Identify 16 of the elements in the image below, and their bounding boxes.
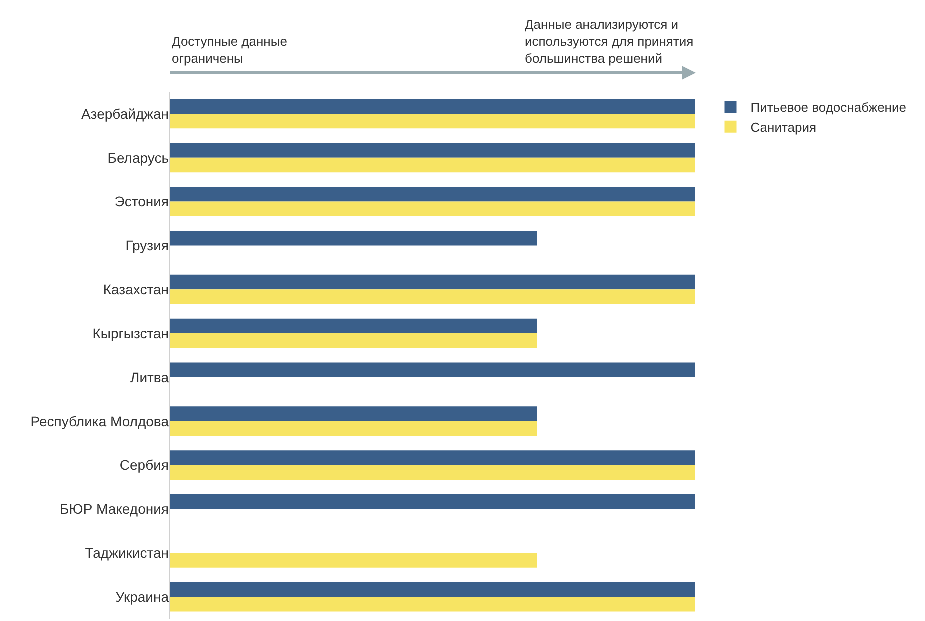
y-tick-label: Республика Молдова [30,413,170,430]
legend-label: Санитария [750,120,817,135]
y-tick-label: Азербайджан [81,106,169,122]
y-tick-label: Украина [116,588,170,605]
y-tick-label: Беларусь [108,150,169,166]
y-tick-label: Кыргызстан [92,325,169,342]
y-tick-label: Эстония [114,194,169,210]
text: Данные анализируются и используются для принятия большинства решений [525,17,694,66]
y-tick-label: БЮР Македония [60,501,169,518]
y-tick-label: Таджикистан [85,545,169,562]
y-tick-label: Литва [130,369,170,386]
y-tick-label: Сербия [120,457,169,474]
text: Доступные данные ограничены [172,34,288,66]
y-tick-label: Грузия [126,238,169,254]
legend-label: Питьевое водоснабжение [750,100,906,116]
y-tick-label: Казахстан [103,282,169,298]
